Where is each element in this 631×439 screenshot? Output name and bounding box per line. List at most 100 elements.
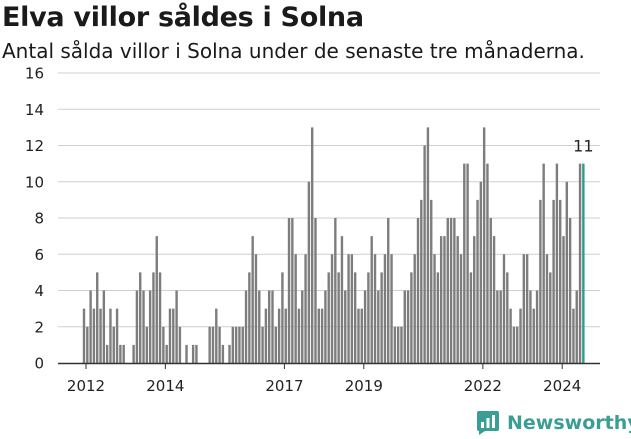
bar (277, 308, 281, 364)
bar (512, 326, 516, 363)
bar (410, 272, 413, 364)
bar (317, 308, 320, 364)
bar (99, 308, 102, 364)
bar (284, 308, 287, 364)
bar (112, 326, 115, 363)
bar (466, 163, 469, 364)
y-axis-ticks: 0 2 4 6 8 10 12 14 16 (25, 65, 44, 373)
bar (529, 290, 532, 363)
bar (307, 181, 311, 363)
x-tick-label: 2022 (464, 377, 502, 395)
bar (367, 272, 370, 364)
bar (294, 254, 297, 363)
bar (105, 344, 109, 364)
bar (271, 290, 274, 363)
bar (218, 326, 221, 363)
bar (221, 344, 225, 364)
bar (393, 326, 397, 363)
y-tick-label: 6 (34, 246, 44, 264)
bar (297, 308, 301, 364)
newsworthy-logo: Newsworthy (476, 408, 631, 438)
bar (258, 290, 261, 363)
bar (373, 254, 377, 363)
y-tick-label: 8 (34, 210, 44, 228)
bar (320, 308, 324, 364)
bar (92, 308, 96, 364)
bar (416, 218, 420, 363)
bar (420, 199, 423, 364)
bar (559, 199, 562, 364)
bar (446, 218, 449, 363)
bar (469, 272, 473, 364)
bar (228, 344, 231, 364)
bar (387, 218, 390, 363)
bar (172, 308, 175, 364)
bar (334, 218, 337, 363)
bar (274, 326, 278, 363)
bar (353, 272, 357, 364)
bar (191, 344, 195, 364)
bar (473, 236, 476, 364)
bar (324, 290, 327, 363)
bar (89, 290, 92, 363)
bar (360, 308, 363, 364)
last-value-label: 11 (573, 137, 593, 156)
bar (344, 290, 347, 363)
bar (390, 254, 393, 363)
bar (175, 290, 178, 363)
bar (231, 326, 235, 363)
x-tick-label: 2024 (543, 377, 581, 395)
bar (565, 181, 569, 363)
bar (516, 326, 519, 363)
bar (122, 344, 125, 364)
bar (482, 127, 486, 364)
y-tick-label: 14 (25, 101, 44, 119)
bar (82, 308, 86, 364)
bar (453, 218, 456, 363)
bar (155, 236, 158, 364)
bar (449, 218, 453, 363)
bar (158, 272, 162, 364)
bar (330, 254, 334, 363)
bar (433, 254, 436, 363)
bar (506, 272, 509, 364)
annotations: 11 (573, 137, 593, 156)
chart-title: Elva villor såldes i Solna (2, 2, 364, 33)
bar (489, 218, 492, 363)
bar (396, 326, 400, 363)
bar (555, 163, 559, 364)
bar (211, 326, 215, 363)
bar (208, 326, 211, 363)
bar-highlight (582, 163, 585, 364)
y-tick-label: 2 (34, 318, 44, 336)
bar (380, 272, 383, 364)
bar (383, 254, 387, 363)
bar (400, 326, 403, 363)
bar (578, 163, 582, 364)
bar (519, 308, 522, 364)
bar (304, 254, 307, 363)
bar (562, 236, 565, 364)
y-tick-label: 16 (25, 65, 44, 83)
bar (496, 290, 499, 363)
bar (357, 308, 360, 364)
bar (254, 254, 258, 363)
bar (337, 272, 340, 364)
bar (96, 272, 99, 364)
bar (340, 236, 344, 364)
bar (430, 199, 433, 364)
bar (363, 290, 367, 363)
chart-subtitle: Antal sålda villor i Solna under de sena… (2, 39, 585, 63)
bar (436, 272, 440, 364)
bar (102, 290, 106, 363)
bar (456, 236, 459, 364)
x-axis-ticks: 2012 2014 2017 2019 2022 2024 (58, 362, 600, 395)
bar (542, 163, 545, 364)
bar (552, 199, 555, 364)
bar (119, 344, 122, 364)
bar (185, 344, 188, 364)
bar (347, 254, 350, 363)
gridlines (58, 72, 600, 328)
bar (238, 326, 241, 363)
bar (525, 254, 529, 363)
